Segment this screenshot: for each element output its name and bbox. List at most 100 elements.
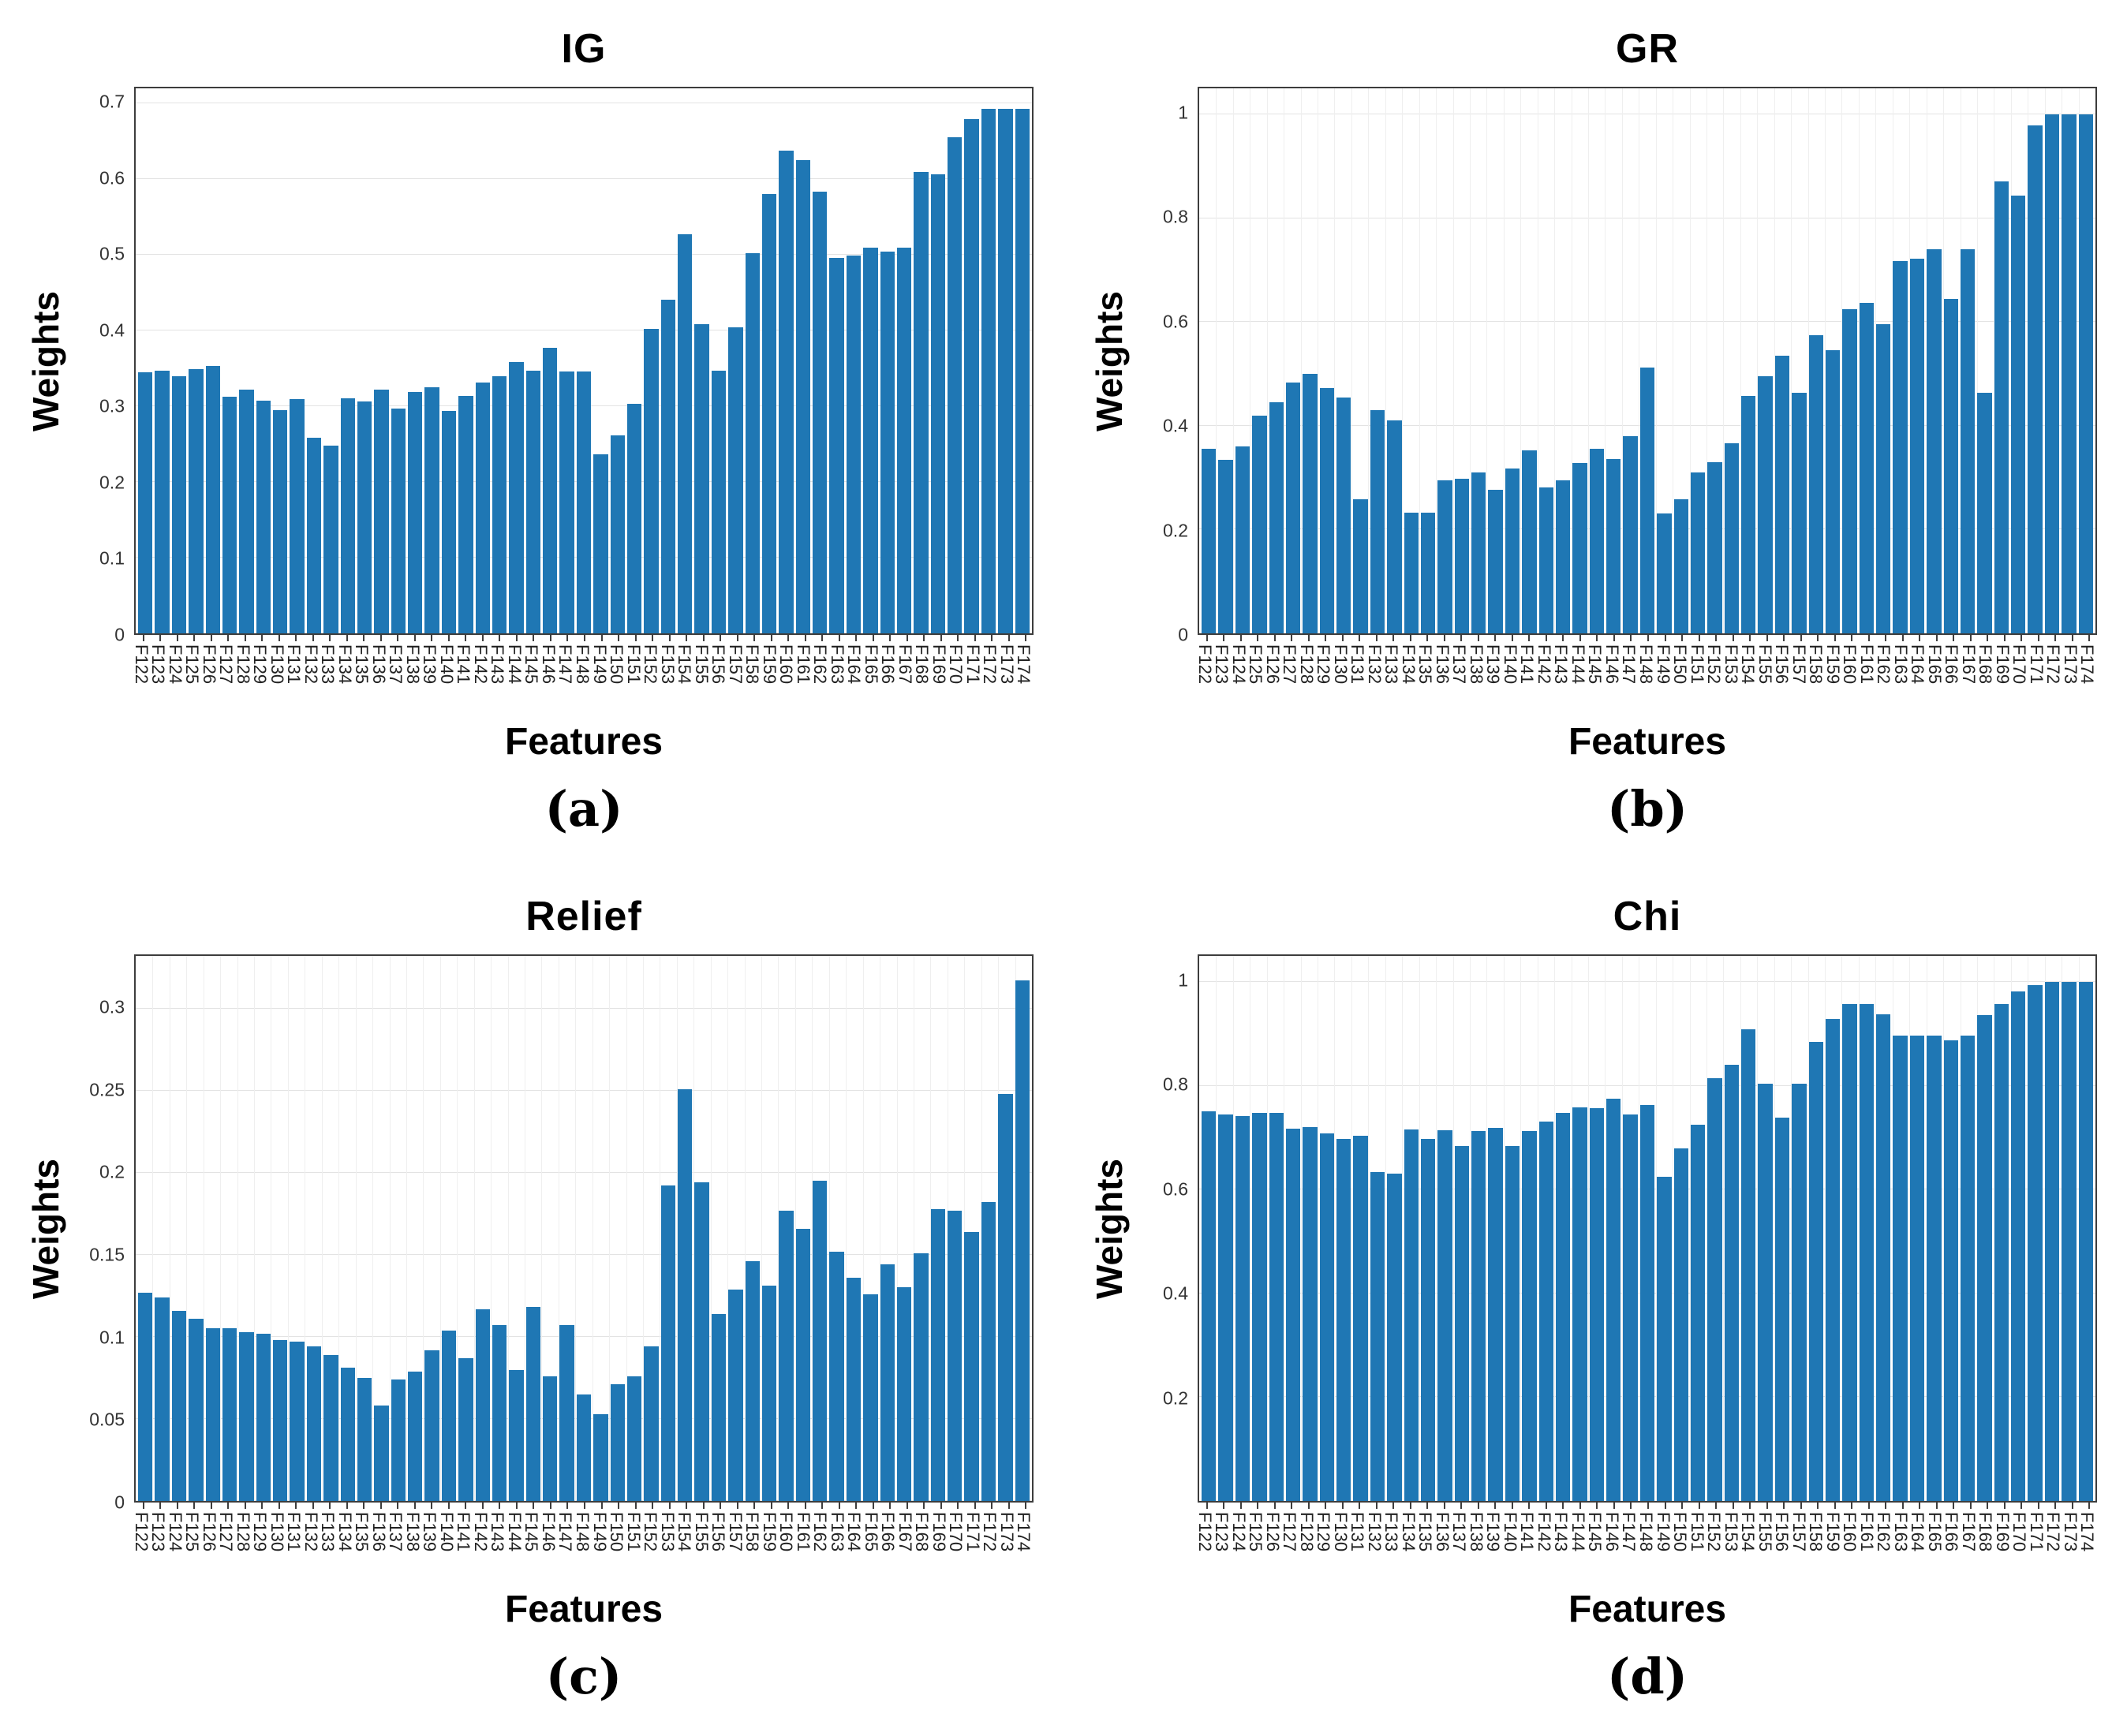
- bar-F164: [1909, 258, 1925, 633]
- gridline-vertical: [1587, 88, 1589, 633]
- bars: [1199, 956, 2095, 1501]
- x-tick-mark: [1851, 635, 1853, 641]
- gridline-vertical: [1605, 956, 1606, 1501]
- x-axis-label: Features: [504, 720, 664, 763]
- x-tick-mark: [549, 635, 551, 641]
- bar-F136: [1437, 480, 1452, 633]
- plot-area: [1198, 954, 2097, 1503]
- bar-F134: [1404, 513, 1419, 633]
- bar-F162: [813, 192, 828, 633]
- gridline-horizontal: [136, 1335, 1032, 1337]
- x-tick-mark: [872, 1503, 874, 1509]
- x-tick-mark: [855, 1503, 858, 1509]
- x-tick-mark: [1715, 635, 1718, 641]
- chart-title: IG: [561, 26, 607, 72]
- bar-F126: [1269, 1113, 1284, 1501]
- bar-F135: [1420, 1139, 1436, 1501]
- y-tick-label: 0.4: [1163, 415, 1188, 436]
- gridline-vertical: [1216, 88, 1217, 633]
- x-tick-mark: [1257, 1503, 1259, 1509]
- gridline-vertical: [1520, 88, 1522, 633]
- y-tick-label: 0.8: [1163, 206, 1188, 227]
- bar-F163: [1893, 1036, 1908, 1501]
- bar-F168: [1977, 1015, 1992, 1501]
- y-tick-label: 0: [1178, 624, 1188, 645]
- gridline-vertical: [1368, 88, 1370, 633]
- bar-F167: [1960, 249, 1976, 633]
- x-tick-mark: [1223, 635, 1225, 641]
- x-tick-mark: [736, 635, 738, 641]
- y-tick-label: 1: [1178, 102, 1188, 123]
- x-tick-mark: [1443, 1503, 1445, 1509]
- bar-F143: [492, 1325, 507, 1501]
- bar-F146: [543, 348, 558, 633]
- x-tick-mark: [1223, 1503, 1225, 1509]
- y-tick-label: 0.6: [99, 167, 125, 189]
- x-tick-mark: [1919, 635, 1921, 641]
- x-tick-mark: [1901, 635, 1904, 641]
- x-tick-mark: [447, 635, 450, 641]
- subfigure-caption: (b): [1606, 780, 1688, 838]
- x-tick-mark: [549, 1503, 551, 1509]
- gridline-vertical: [1605, 88, 1606, 633]
- y-axis: 0 0.2 0.4 0.6 0.8 1: [1131, 87, 1198, 645]
- bar-F142: [475, 1309, 490, 1501]
- gridline-vertical: [1469, 956, 1471, 1501]
- y-tick-label: 0.8: [1163, 1073, 1188, 1095]
- x-tick-mark: [1834, 1503, 1836, 1509]
- chart-panel-gr: GR Weights 0 0.2 0.4 0.6 0.8 1 F122 F123 F124 F1…: [1064, 0, 2127, 868]
- gridline-vertical: [643, 956, 645, 1501]
- y-tick-label: 0.6: [1163, 1178, 1188, 1200]
- x-tick-mark: [940, 1503, 942, 1509]
- gridline-vertical: [507, 956, 509, 1501]
- bar-F139: [424, 1350, 439, 1501]
- gridline-vertical: [1858, 956, 1860, 1501]
- bar-F135: [357, 401, 372, 633]
- gridline-vertical: [778, 956, 779, 1501]
- x-tick-label: F174: [1014, 1512, 1034, 1552]
- gridline-vertical: [1757, 956, 1759, 1501]
- x-tick-mark: [1007, 1503, 1010, 1509]
- x-tick-mark: [227, 635, 230, 641]
- bar-F135: [1420, 513, 1436, 633]
- gridline-vertical: [1385, 88, 1386, 633]
- bar-F142: [475, 383, 490, 633]
- bar-F140: [1505, 1145, 1520, 1501]
- x-tick-mark: [481, 1503, 484, 1509]
- gridline-vertical: [1503, 956, 1505, 1501]
- x-tick-mark: [278, 1503, 280, 1509]
- chart-title: Chi: [1613, 894, 1682, 939]
- x-tick-mark: [1291, 635, 1293, 641]
- gridline-vertical: [1807, 88, 1809, 633]
- x-tick-mark: [566, 635, 569, 641]
- gridline-vertical: [1419, 956, 1420, 1501]
- x-tick-mark: [2020, 1503, 2023, 1509]
- x-tick-mark: [1494, 1503, 1497, 1509]
- x-tick-mark: [2020, 635, 2023, 641]
- bar-F133: [323, 1354, 338, 1501]
- bar-F159: [1825, 1018, 1841, 1501]
- x-tick-mark: [142, 635, 144, 641]
- bar-F124: [1235, 1115, 1250, 1501]
- gridline-vertical: [406, 956, 407, 1501]
- bar-F141: [458, 395, 473, 633]
- y-axis-label: Weights: [25, 1158, 66, 1299]
- x-tick-mark: [1025, 1503, 1027, 1509]
- bar-F122: [1202, 449, 1217, 633]
- bar-F169: [930, 174, 945, 633]
- bar-F172: [981, 1202, 996, 1501]
- x-tick-mark: [1732, 1503, 1734, 1509]
- bar-F125: [189, 369, 204, 633]
- bar-F155: [694, 324, 709, 633]
- bar-F160: [1842, 1003, 1857, 1501]
- x-tick-mark: [923, 1503, 925, 1509]
- gridline-vertical: [1841, 88, 1843, 633]
- gridline-vertical: [1740, 88, 1741, 633]
- x-tick-mark: [974, 1503, 976, 1509]
- bar-F132: [306, 438, 322, 633]
- x-tick-mark: [634, 635, 637, 641]
- bar-F155: [1758, 1083, 1773, 1501]
- bar-F135: [357, 1377, 372, 1501]
- x-tick-mark: [1681, 1503, 1684, 1509]
- x-tick-mark: [312, 1503, 314, 1509]
